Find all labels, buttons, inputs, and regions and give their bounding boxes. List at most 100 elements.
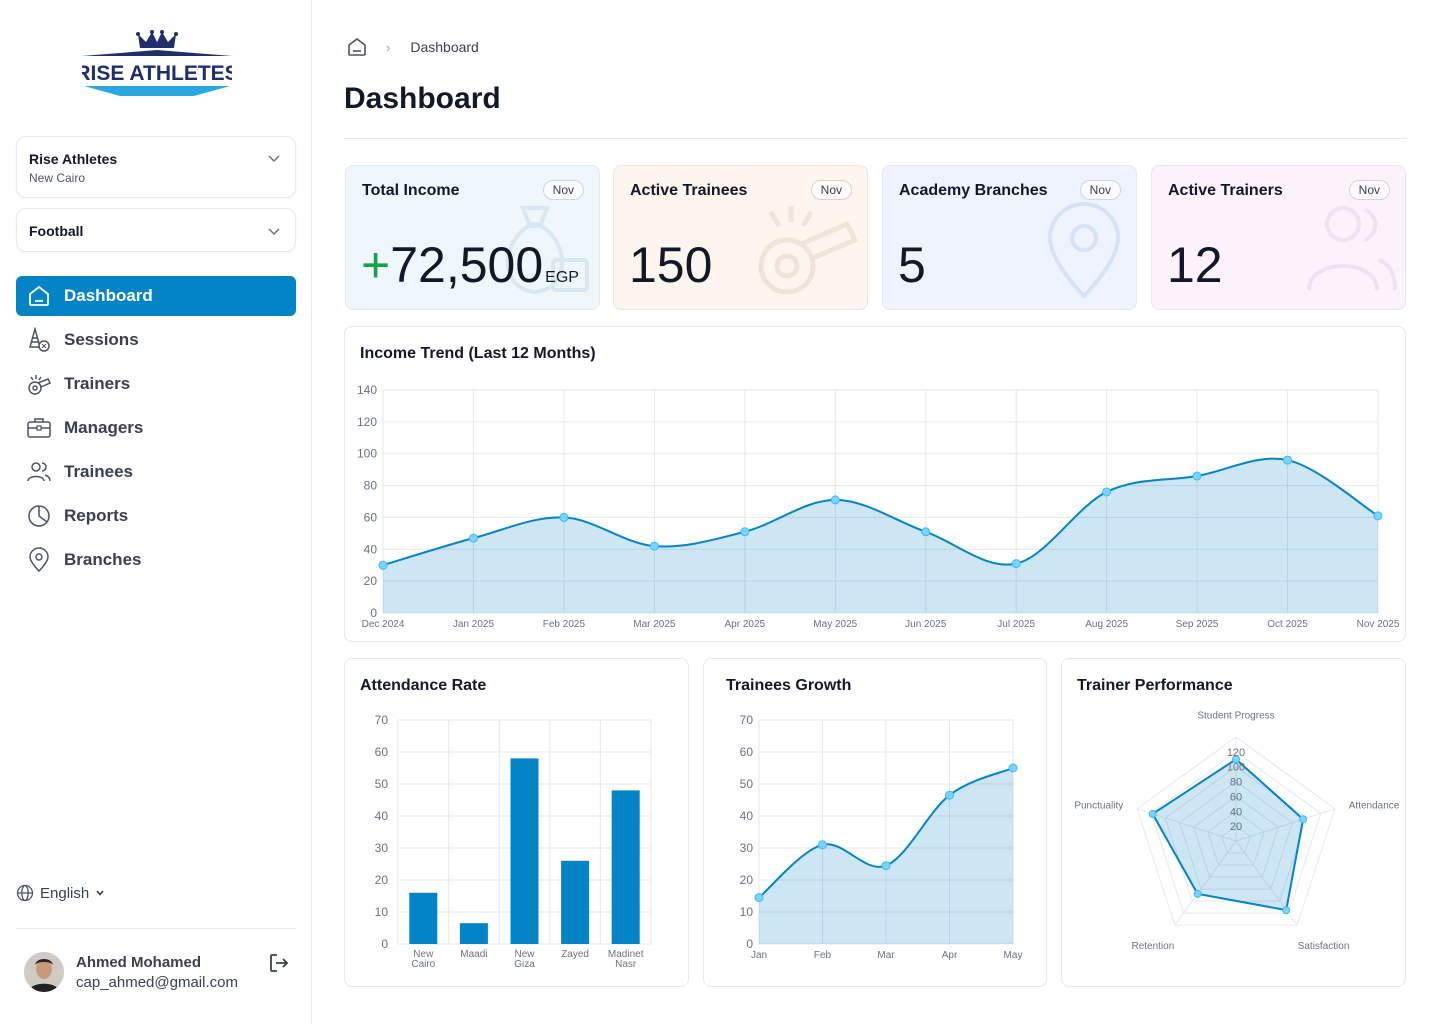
radar-spoke: [1235, 808, 1336, 842]
radar-ring: [1178, 780, 1294, 890]
chevron-down-icon: [268, 228, 280, 236]
sidebar-item-dashboard[interactable]: Dashboard: [16, 276, 296, 316]
r-tick-label: 60: [1230, 791, 1242, 803]
home-icon[interactable]: [346, 36, 368, 58]
y-tick-label: 40: [375, 809, 389, 823]
x-tick-label: Apr: [942, 950, 958, 961]
y-tick-label: 100: [357, 447, 377, 461]
y-tick-label: 20: [740, 873, 754, 887]
x-tick-label: Madinet: [608, 949, 644, 960]
stat-value: 150: [629, 237, 713, 293]
sidebar-item-label: Trainers: [64, 374, 131, 393]
cone-ball-icon: [26, 327, 52, 353]
stat-title: Academy Branches: [899, 182, 1048, 199]
avatar: [24, 952, 64, 992]
period-badge[interactable]: Nov: [1348, 180, 1390, 200]
y-tick-label: 50: [740, 777, 754, 791]
sidebar: RISE ATHLETES Rise Athletes New Cairo Fo…: [0, 0, 312, 1024]
x-tick-label: Feb: [814, 950, 832, 961]
x-tick-label: Dec 2024: [362, 619, 405, 630]
trainer-performance-card: Trainer Performance 20 40 60 80 100 120 Studen…: [1061, 658, 1406, 987]
bar: [561, 860, 590, 944]
stat-prefix: +: [361, 237, 391, 293]
language-switcher[interactable]: English: [16, 884, 105, 902]
language-label: English: [40, 884, 90, 902]
map-pin-icon: [1047, 202, 1121, 299]
briefcase-icon: [26, 415, 52, 441]
y-tick-label: 70: [740, 713, 754, 727]
breadcrumb: › Dashboard: [346, 36, 479, 58]
period-badge[interactable]: Nov: [542, 180, 584, 200]
data-point: [881, 861, 891, 871]
sidebar-item-sessions[interactable]: Sessions: [16, 320, 296, 360]
r-tick-label: 100: [1227, 762, 1245, 774]
data-point: [1008, 763, 1018, 773]
axis-label: Attendance: [1349, 800, 1400, 811]
data-point: [830, 495, 840, 505]
period-badge[interactable]: Nov: [810, 180, 852, 200]
stat-card-academy-branches: Academy Branches Nov 5: [882, 165, 1137, 310]
r-tick-label: 40: [1230, 806, 1242, 818]
y-tick-label: 60: [364, 510, 378, 524]
stat-value: +72,500 EGP: [361, 236, 579, 294]
axis-label: Punctuality: [1074, 800, 1123, 811]
period-badge[interactable]: Nov: [1079, 180, 1121, 200]
trainees-growth-chart: 0 10 20 30 40 50 60 70 Jan Feb Mar Apr May: [740, 713, 1023, 961]
x-tick-label: Mar: [877, 950, 895, 961]
y-tick-label: 10: [740, 905, 754, 919]
sidebar-item-label: Managers: [64, 418, 144, 437]
sidebar-item-managers[interactable]: Managers: [16, 408, 296, 448]
organization-select[interactable]: Rise Athletes New Cairo: [16, 136, 296, 198]
x-tick-label: May 2025: [813, 619, 857, 630]
stat-title: Total Income: [362, 182, 460, 199]
data-point: [754, 893, 764, 903]
chart-title: Trainees Growth: [726, 677, 852, 694]
rise-athletes-logo: RISE ATHLETES: [82, 30, 232, 96]
series-area: [383, 458, 1378, 613]
sport-value: Football: [29, 223, 84, 239]
title-divider: [344, 138, 1407, 139]
home-icon: [26, 283, 52, 309]
sidebar-item-label: Dashboard: [64, 286, 153, 305]
sidebar-item-branches[interactable]: Branches: [16, 540, 296, 580]
data-point: [378, 560, 388, 570]
data-point: [1299, 815, 1308, 824]
chart-title: Attendance Rate: [360, 677, 487, 694]
y-tick-label: 20: [364, 574, 378, 588]
sidebar-divider: [16, 928, 296, 929]
whistle-icon: [758, 206, 859, 295]
data-point: [468, 533, 478, 543]
bar: [459, 923, 488, 944]
y-tick-label: 20: [375, 873, 389, 887]
income-trend-card: Income Trend (Last 12 Months) 0 20 40 60 80 1…: [344, 326, 1406, 642]
radar-ring: [1150, 751, 1322, 914]
chart-title: Trainer Performance: [1077, 677, 1233, 694]
y-tick-label: 140: [357, 383, 377, 397]
x-tick-label: Cairo: [411, 959, 435, 970]
user-profile: Ahmed Mohamed cap_ahmed@gmail.com: [24, 952, 294, 996]
y-tick-label: 50: [375, 777, 389, 791]
data-point: [921, 527, 931, 537]
x-tick-label: May: [1004, 950, 1023, 961]
x-tick-label: Sep 2025: [1176, 619, 1219, 630]
x-tick-label: Maadi: [460, 949, 487, 960]
sidebar-item-trainees[interactable]: Trainees: [16, 452, 296, 492]
x-tick-label: Jul 2025: [997, 619, 1035, 630]
attendance-rate-card: Attendance Rate 0 10 20 30 40 50 60 70 New Cairo M…: [344, 658, 689, 987]
radar-ring: [1207, 810, 1265, 866]
page-title: Dashboard: [344, 82, 501, 115]
sport-select[interactable]: Football: [16, 208, 296, 252]
y-tick-label: 60: [740, 745, 754, 759]
logout-icon[interactable]: [268, 952, 290, 974]
x-tick-label: Mar 2025: [633, 619, 676, 630]
y-tick-label: 10: [375, 905, 389, 919]
x-tick-label: Oct 2025: [1267, 619, 1308, 630]
data-point: [559, 512, 569, 522]
sidebar-item-label: Trainees: [64, 462, 133, 481]
users-icon: [1307, 206, 1397, 291]
sidebar-item-reports[interactable]: Reports: [16, 496, 296, 536]
sidebar-item-label: Branches: [64, 550, 142, 569]
data-point: [649, 541, 659, 551]
sidebar-item-trainers[interactable]: Trainers: [16, 364, 296, 404]
